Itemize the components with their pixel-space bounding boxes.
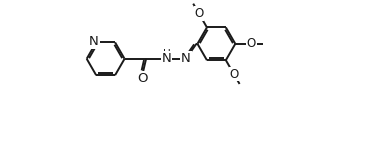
Text: N: N <box>181 52 191 65</box>
Text: N: N <box>89 35 99 48</box>
Text: N: N <box>162 52 171 65</box>
Text: O: O <box>137 72 147 85</box>
Text: O: O <box>229 68 239 81</box>
Text: H: H <box>163 49 171 59</box>
Text: O: O <box>194 7 203 20</box>
Text: O: O <box>247 37 256 50</box>
